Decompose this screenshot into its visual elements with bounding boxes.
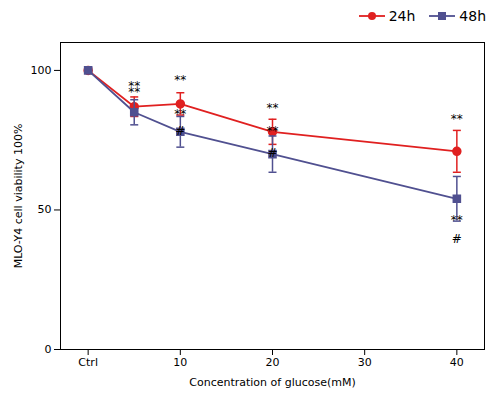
svg-text:**: ** xyxy=(267,124,279,138)
svg-text:**: ** xyxy=(128,85,140,99)
svg-text:20: 20 xyxy=(266,356,280,369)
svg-text:#: # xyxy=(267,146,277,160)
svg-text:10: 10 xyxy=(173,356,187,369)
svg-text:**: ** xyxy=(267,101,279,115)
svg-text:**: ** xyxy=(451,112,463,126)
svg-text:#: # xyxy=(175,124,185,138)
svg-text:#: # xyxy=(452,232,462,246)
svg-text:MLO-Y4 cell viability 100%: MLO-Y4 cell viability 100% xyxy=(12,124,25,269)
html-text:24h: 24h xyxy=(388,8,416,24)
html-text:48h: 48h xyxy=(459,8,486,24)
svg-text:100: 100 xyxy=(31,64,52,77)
svg-text:30: 30 xyxy=(358,356,372,369)
svg-text:**: ** xyxy=(174,107,186,121)
svg-text:**: ** xyxy=(174,73,186,87)
svg-text:Ctrl: Ctrl xyxy=(78,356,98,369)
svg-text:40: 40 xyxy=(450,356,464,369)
svg-text:Concentration of glucose(mM): Concentration of glucose(mM) xyxy=(189,376,356,389)
svg-text:0: 0 xyxy=(45,343,52,356)
svg-text:50: 50 xyxy=(38,203,52,216)
svg-text:**: ** xyxy=(451,213,463,227)
